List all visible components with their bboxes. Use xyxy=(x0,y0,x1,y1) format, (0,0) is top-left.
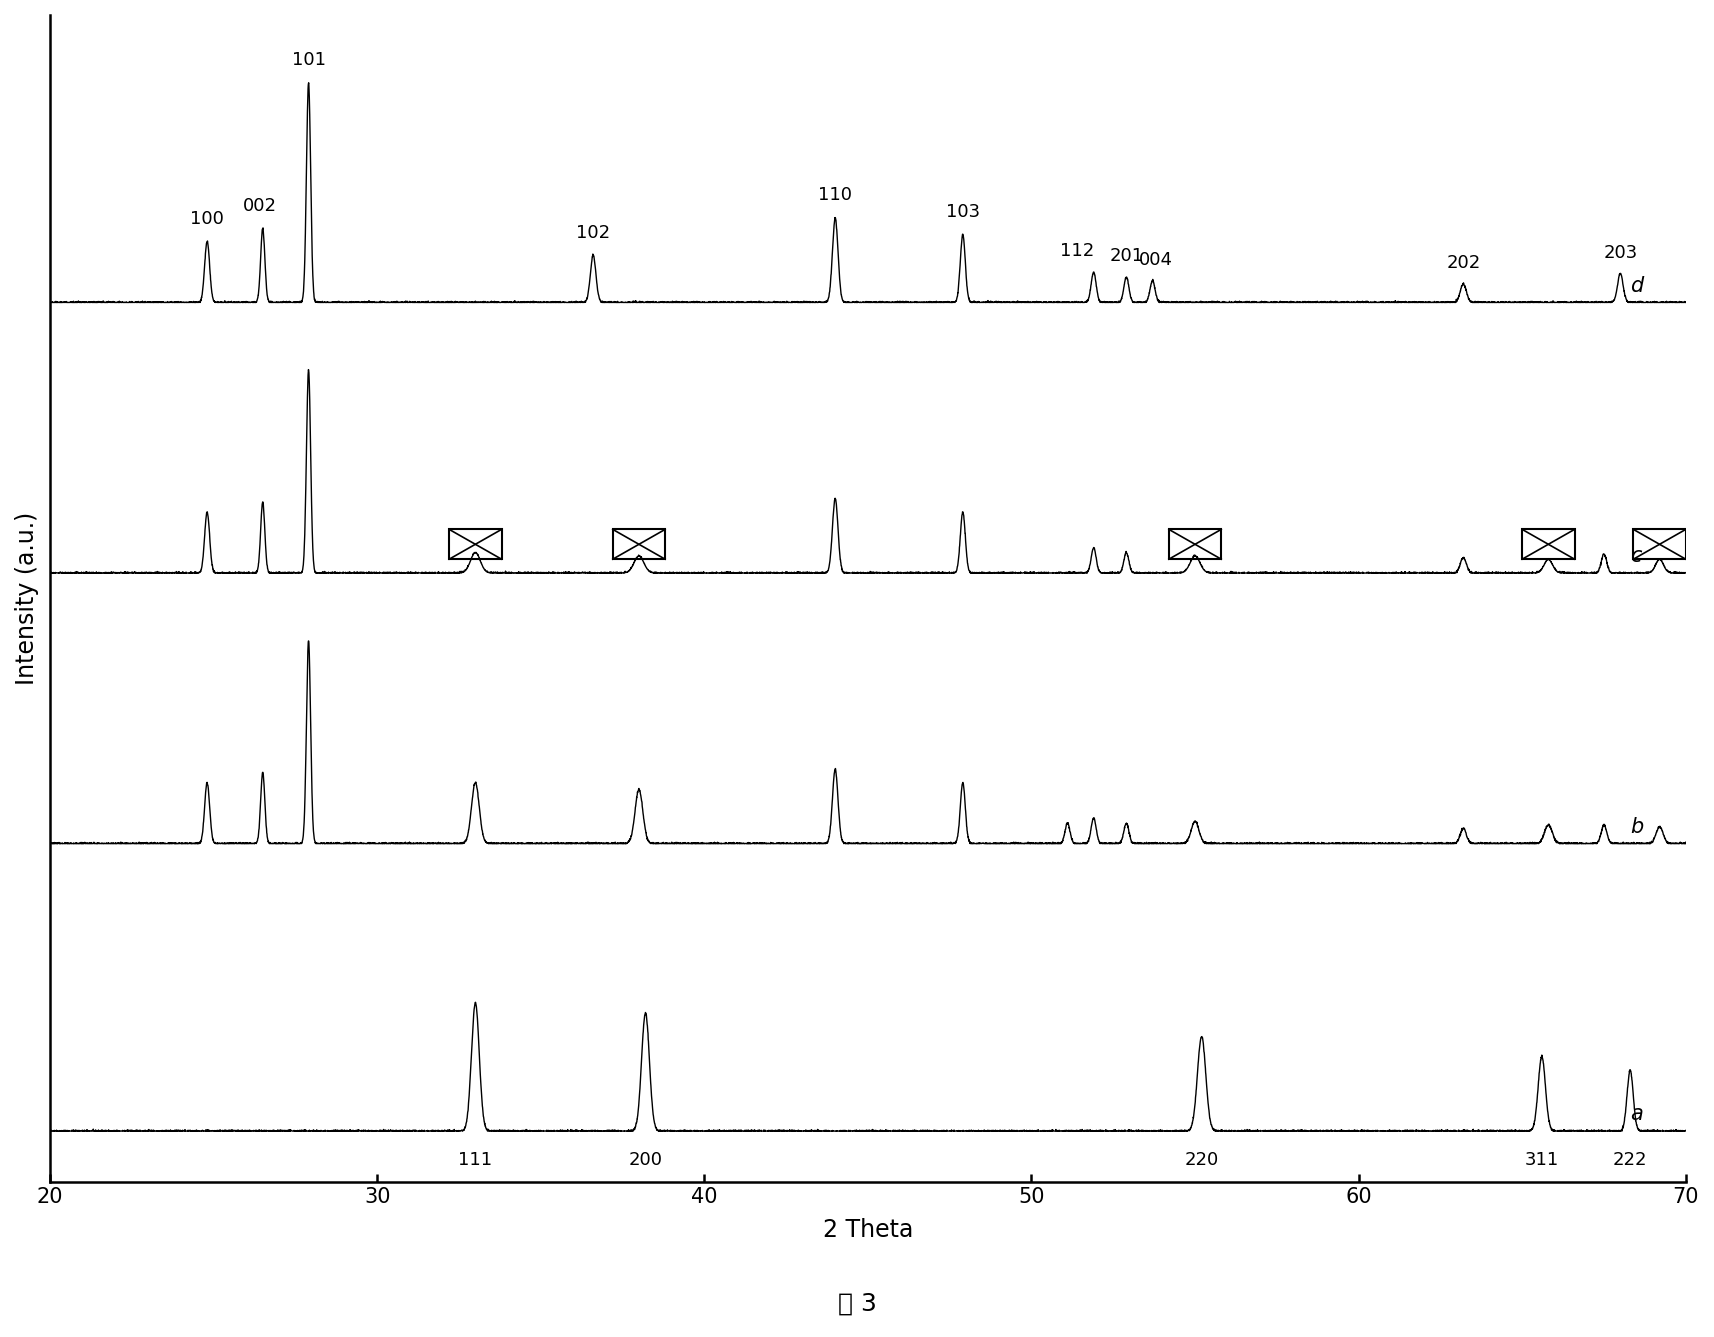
Text: 202: 202 xyxy=(1447,254,1481,271)
Text: 222: 222 xyxy=(1613,1151,1647,1170)
Text: 200: 200 xyxy=(629,1151,663,1170)
Text: 002: 002 xyxy=(242,197,276,214)
Text: 004: 004 xyxy=(1138,250,1172,269)
Text: 101: 101 xyxy=(291,51,326,70)
Text: 103: 103 xyxy=(946,203,980,222)
Text: b: b xyxy=(1630,817,1644,837)
Text: 102: 102 xyxy=(576,223,610,242)
Text: 112: 112 xyxy=(1061,242,1095,261)
Text: 311: 311 xyxy=(1525,1151,1560,1170)
Text: a: a xyxy=(1630,1104,1644,1124)
Text: 201: 201 xyxy=(1109,247,1143,265)
Text: 203: 203 xyxy=(1603,243,1637,262)
X-axis label: 2 Theta: 2 Theta xyxy=(823,1218,914,1242)
Text: 110: 110 xyxy=(818,186,852,205)
Y-axis label: Intensity (a.u.): Intensity (a.u.) xyxy=(15,512,39,685)
Text: d: d xyxy=(1630,275,1644,295)
Text: 图 3: 图 3 xyxy=(838,1292,876,1316)
Text: c: c xyxy=(1630,545,1642,566)
Text: 111: 111 xyxy=(458,1151,492,1170)
Text: 100: 100 xyxy=(190,210,225,229)
Text: 220: 220 xyxy=(1184,1151,1219,1170)
